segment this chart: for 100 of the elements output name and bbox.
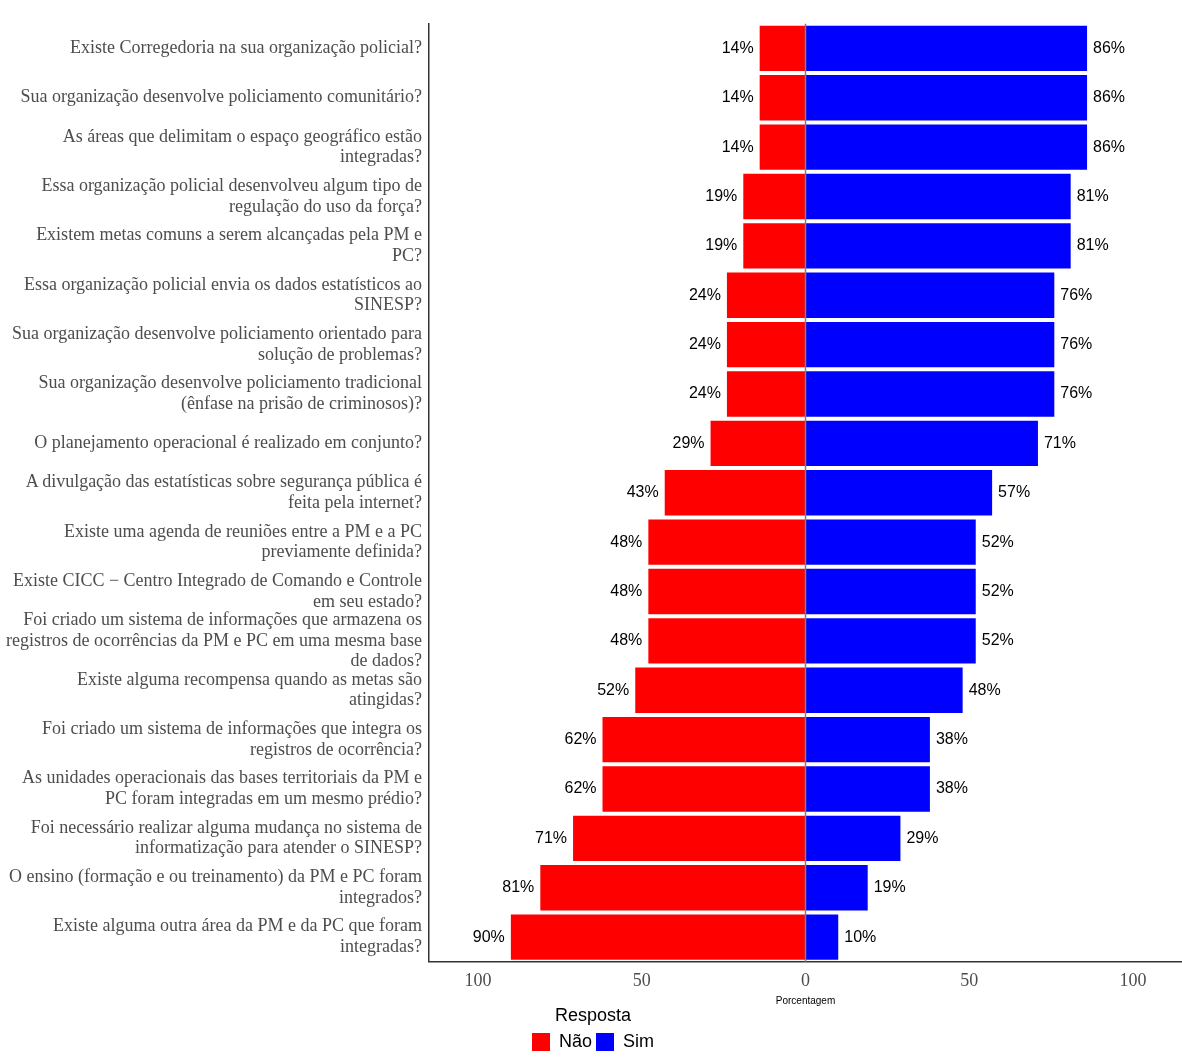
data-label: 24% — [688, 335, 721, 353]
bar — [602, 716, 806, 763]
data-label: 90% — [472, 927, 505, 945]
data-label: 14% — [721, 38, 754, 56]
data-label: 62% — [564, 730, 597, 748]
bar — [648, 618, 806, 664]
bar — [805, 470, 993, 516]
data-label: 86% — [1093, 38, 1126, 56]
data-label: 48% — [610, 532, 643, 550]
bar — [805, 815, 901, 862]
bar — [602, 766, 806, 812]
x-tick-label: 0 — [801, 970, 810, 991]
bar — [759, 25, 806, 72]
bar — [805, 618, 976, 664]
bar — [726, 371, 806, 417]
x-tick-label: 50 — [632, 970, 651, 991]
y-tick-label: Essa organização policial envia os dados estatísticos ao SINESP? — [23, 273, 422, 315]
y-tick-label: Existe CICC − Centro Integrado de Comando e Controle em seu estado? — [12, 569, 423, 611]
bar — [805, 223, 1071, 269]
data-label: 14% — [721, 88, 754, 106]
legend-label: Não — [558, 1030, 593, 1051]
data-label: 52% — [981, 581, 1014, 599]
data-label: 24% — [688, 384, 721, 402]
y-tick-label: Essa organização policial desenvolveu algum tipo de regulação do uso da força? — [41, 174, 423, 216]
legend-title: Resposta — [554, 1005, 633, 1026]
x-tick-label: 50 — [960, 970, 979, 991]
data-label: 48% — [610, 631, 643, 649]
x-tick-label: 100 — [1119, 970, 1147, 991]
data-label: 24% — [688, 285, 721, 303]
bar — [805, 371, 1055, 417]
bar — [743, 173, 806, 220]
y-tick-label: Existe uma agenda de reuniões entre a PM e a PC previamente definida? — [64, 520, 423, 562]
bar — [805, 568, 976, 615]
bar — [805, 667, 963, 713]
x-axis-title: Porcentagem — [775, 995, 836, 1007]
x-tick-label: 100 — [464, 970, 492, 991]
data-label: 86% — [1093, 137, 1126, 155]
y-tick-label: Foi criado um sistema de informações que integra os registros de ocorrência? — [42, 718, 422, 759]
bar — [805, 75, 1088, 121]
data-label: 38% — [935, 730, 968, 748]
bar — [510, 914, 806, 960]
data-label: 10% — [844, 927, 877, 945]
bar — [759, 75, 806, 121]
data-label: 76% — [1060, 335, 1093, 353]
data-label: 71% — [535, 828, 568, 846]
bar — [805, 124, 1088, 170]
y-tick-label: Sua organização desenvolve policiamento comunitário? — [20, 86, 423, 107]
data-label: 81% — [1076, 236, 1109, 254]
data-label: 86% — [1093, 88, 1126, 106]
data-label: 38% — [935, 779, 968, 797]
y-tick-label: Sua organização desenvolve policiamento tradicional (ênfase na prisão de criminosos)? — [38, 372, 422, 415]
data-label: 52% — [597, 680, 630, 698]
data-label: 14% — [721, 137, 754, 155]
bar — [664, 470, 806, 516]
legend-label: Sim — [623, 1030, 655, 1051]
data-label: 62% — [564, 779, 597, 797]
y-tick-label: A divulgação das estatísticas sobre segurança pública é feita pela internet? — [25, 471, 423, 512]
bar — [805, 272, 1055, 318]
data-label: 19% — [873, 878, 906, 896]
data-label: 48% — [968, 680, 1001, 698]
bar — [805, 519, 976, 565]
data-label: 71% — [1043, 433, 1076, 451]
bar — [540, 865, 806, 911]
data-label: 81% — [502, 878, 535, 896]
data-label: 57% — [998, 483, 1031, 501]
bar — [759, 124, 806, 170]
y-tick-label: As áreas que delimitam o espaço geográfico estão integradas? — [62, 125, 422, 167]
bar — [805, 321, 1055, 368]
bar — [573, 815, 806, 862]
bar — [805, 914, 839, 960]
y-tick-label: Existe alguma outra área da PM e da PC que foram integradas? — [53, 915, 422, 957]
data-label: 81% — [1076, 186, 1109, 204]
data-label: 76% — [1060, 384, 1093, 402]
y-tick-label: Existem metas comuns a serem alcançadas pela PM e PC? — [36, 224, 422, 265]
data-label: 52% — [981, 631, 1014, 649]
bar — [726, 272, 806, 318]
data-label: 76% — [1060, 285, 1093, 303]
y-tick-label: O ensino (formação e ou treinamento) da PM e PC foram integrados? — [9, 866, 423, 907]
y-tick-label: Foi criado um sistema de informações que armazena os registros de ocorrências da PM e PC em uma mesma base de dados? — [6, 608, 423, 671]
bar — [805, 25, 1088, 72]
y-tick-label: Foi necessário realizar alguma mudança no sistema de informatização para atender o SINESP? — [30, 816, 422, 858]
data-label: 48% — [610, 581, 643, 599]
bar — [805, 865, 868, 911]
bar — [648, 519, 806, 565]
bar — [648, 568, 806, 615]
bar — [805, 766, 930, 812]
bar — [805, 420, 1038, 467]
bar — [743, 223, 806, 269]
y-tick-label: O planejamento operacional é realizado em conjunto? — [34, 432, 423, 453]
data-label: 52% — [981, 532, 1014, 550]
y-tick-label: Existe alguma recompensa quando as metas são atingidas? — [77, 668, 422, 710]
bar — [805, 173, 1071, 220]
y-tick-label: Existe Corregedoria na sua organização policial? — [69, 37, 422, 58]
bar — [726, 321, 806, 368]
data-label: 29% — [672, 433, 705, 451]
data-label: 43% — [626, 483, 659, 501]
bar — [710, 420, 806, 467]
data-label: 29% — [906, 828, 939, 846]
y-tick-label: As unidades operacionais das bases territoriais da PM e PC foram integradas em um mesmo prédio? — [22, 767, 422, 809]
y-tick-label: Sua organização desenvolve policiamento orientado para solução de problemas? — [11, 323, 422, 364]
